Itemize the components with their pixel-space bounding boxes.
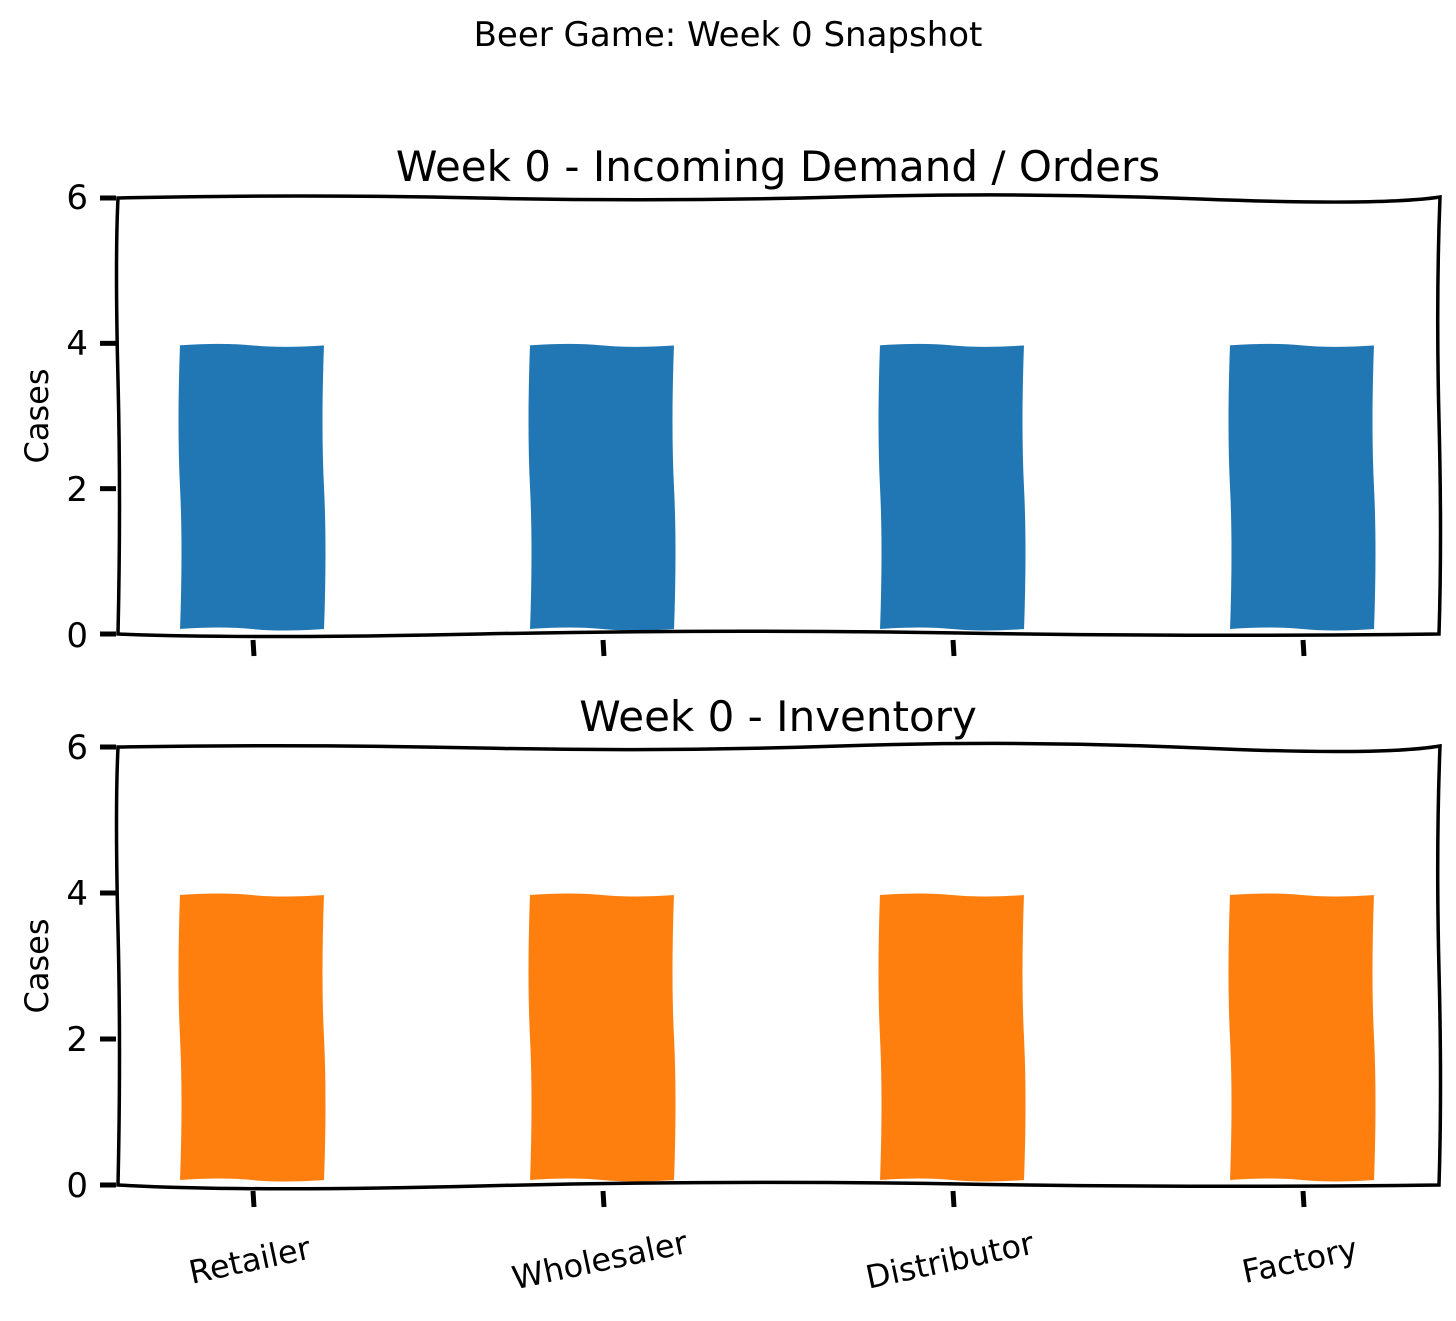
orders-bar-factory bbox=[1226, 341, 1378, 633]
inventory-y-tick-labels: 0 2 4 6 bbox=[66, 728, 88, 1206]
inventory-bars bbox=[176, 891, 1378, 1184]
orders-x-tick bbox=[950, 639, 957, 657]
orders-bars bbox=[176, 341, 1378, 633]
inventory-x-tick bbox=[1300, 1190, 1307, 1208]
x-tick-label-distributor: Distributor bbox=[862, 1224, 1038, 1297]
figure-title: Beer Game: Week 0 Snapshot bbox=[474, 15, 983, 55]
x-tick-label-retailer: Retailer bbox=[185, 1229, 314, 1292]
orders-y-axis-label: Cases bbox=[18, 369, 56, 464]
inventory-x-tick bbox=[950, 1190, 957, 1208]
inventory-y-tick-label: 0 bbox=[66, 1166, 88, 1206]
orders-plot-frame bbox=[114, 193, 1443, 639]
orders-x-tick bbox=[1300, 639, 1307, 657]
orders-y-tick-label: 2 bbox=[66, 470, 88, 510]
orders-x-tick bbox=[600, 639, 607, 657]
inventory-bar-distributor bbox=[876, 891, 1028, 1184]
orders-y-tick-labels: 0 2 4 6 bbox=[66, 178, 88, 656]
orders-ticks bbox=[100, 195, 1307, 657]
inventory-x-tick bbox=[600, 1190, 607, 1208]
inventory-y-tick-label: 6 bbox=[66, 728, 88, 768]
inventory-y-tick-label: 4 bbox=[66, 874, 88, 914]
inventory-plot-frame bbox=[114, 741, 1443, 1191]
orders-bar-retailer bbox=[176, 341, 328, 633]
inventory-x-tick-labels: Retailer Wholesaler Distributor Factory bbox=[185, 1223, 1360, 1297]
inventory-bar-factory bbox=[1226, 891, 1378, 1184]
orders-y-tick-label: 4 bbox=[66, 324, 88, 364]
inventory-y-tick-label: 2 bbox=[66, 1020, 88, 1060]
inventory-bar-wholesaler bbox=[526, 891, 678, 1184]
inventory-chart: Week 0 - Inventory Cases 0 2 4 6 Retaile… bbox=[18, 692, 1443, 1297]
inventory-ticks bbox=[100, 744, 1307, 1208]
inventory-x-tick bbox=[250, 1190, 257, 1208]
orders-chart: Week 0 - Incoming Demand / Orders Cases … bbox=[18, 142, 1443, 657]
inventory-bar-retailer bbox=[176, 891, 328, 1184]
orders-y-tick-label: 0 bbox=[66, 616, 88, 656]
inventory-y-axis-label: Cases bbox=[18, 919, 56, 1014]
orders-chart-title: Week 0 - Incoming Demand / Orders bbox=[396, 142, 1160, 191]
orders-x-tick bbox=[250, 639, 257, 657]
x-tick-label-wholesaler: Wholesaler bbox=[509, 1223, 692, 1297]
x-tick-label-factory: Factory bbox=[1239, 1230, 1361, 1291]
inventory-chart-title: Week 0 - Inventory bbox=[579, 692, 977, 741]
orders-bar-distributor bbox=[876, 341, 1028, 633]
orders-y-tick-label: 6 bbox=[66, 178, 88, 218]
orders-bar-wholesaler bbox=[526, 341, 678, 633]
